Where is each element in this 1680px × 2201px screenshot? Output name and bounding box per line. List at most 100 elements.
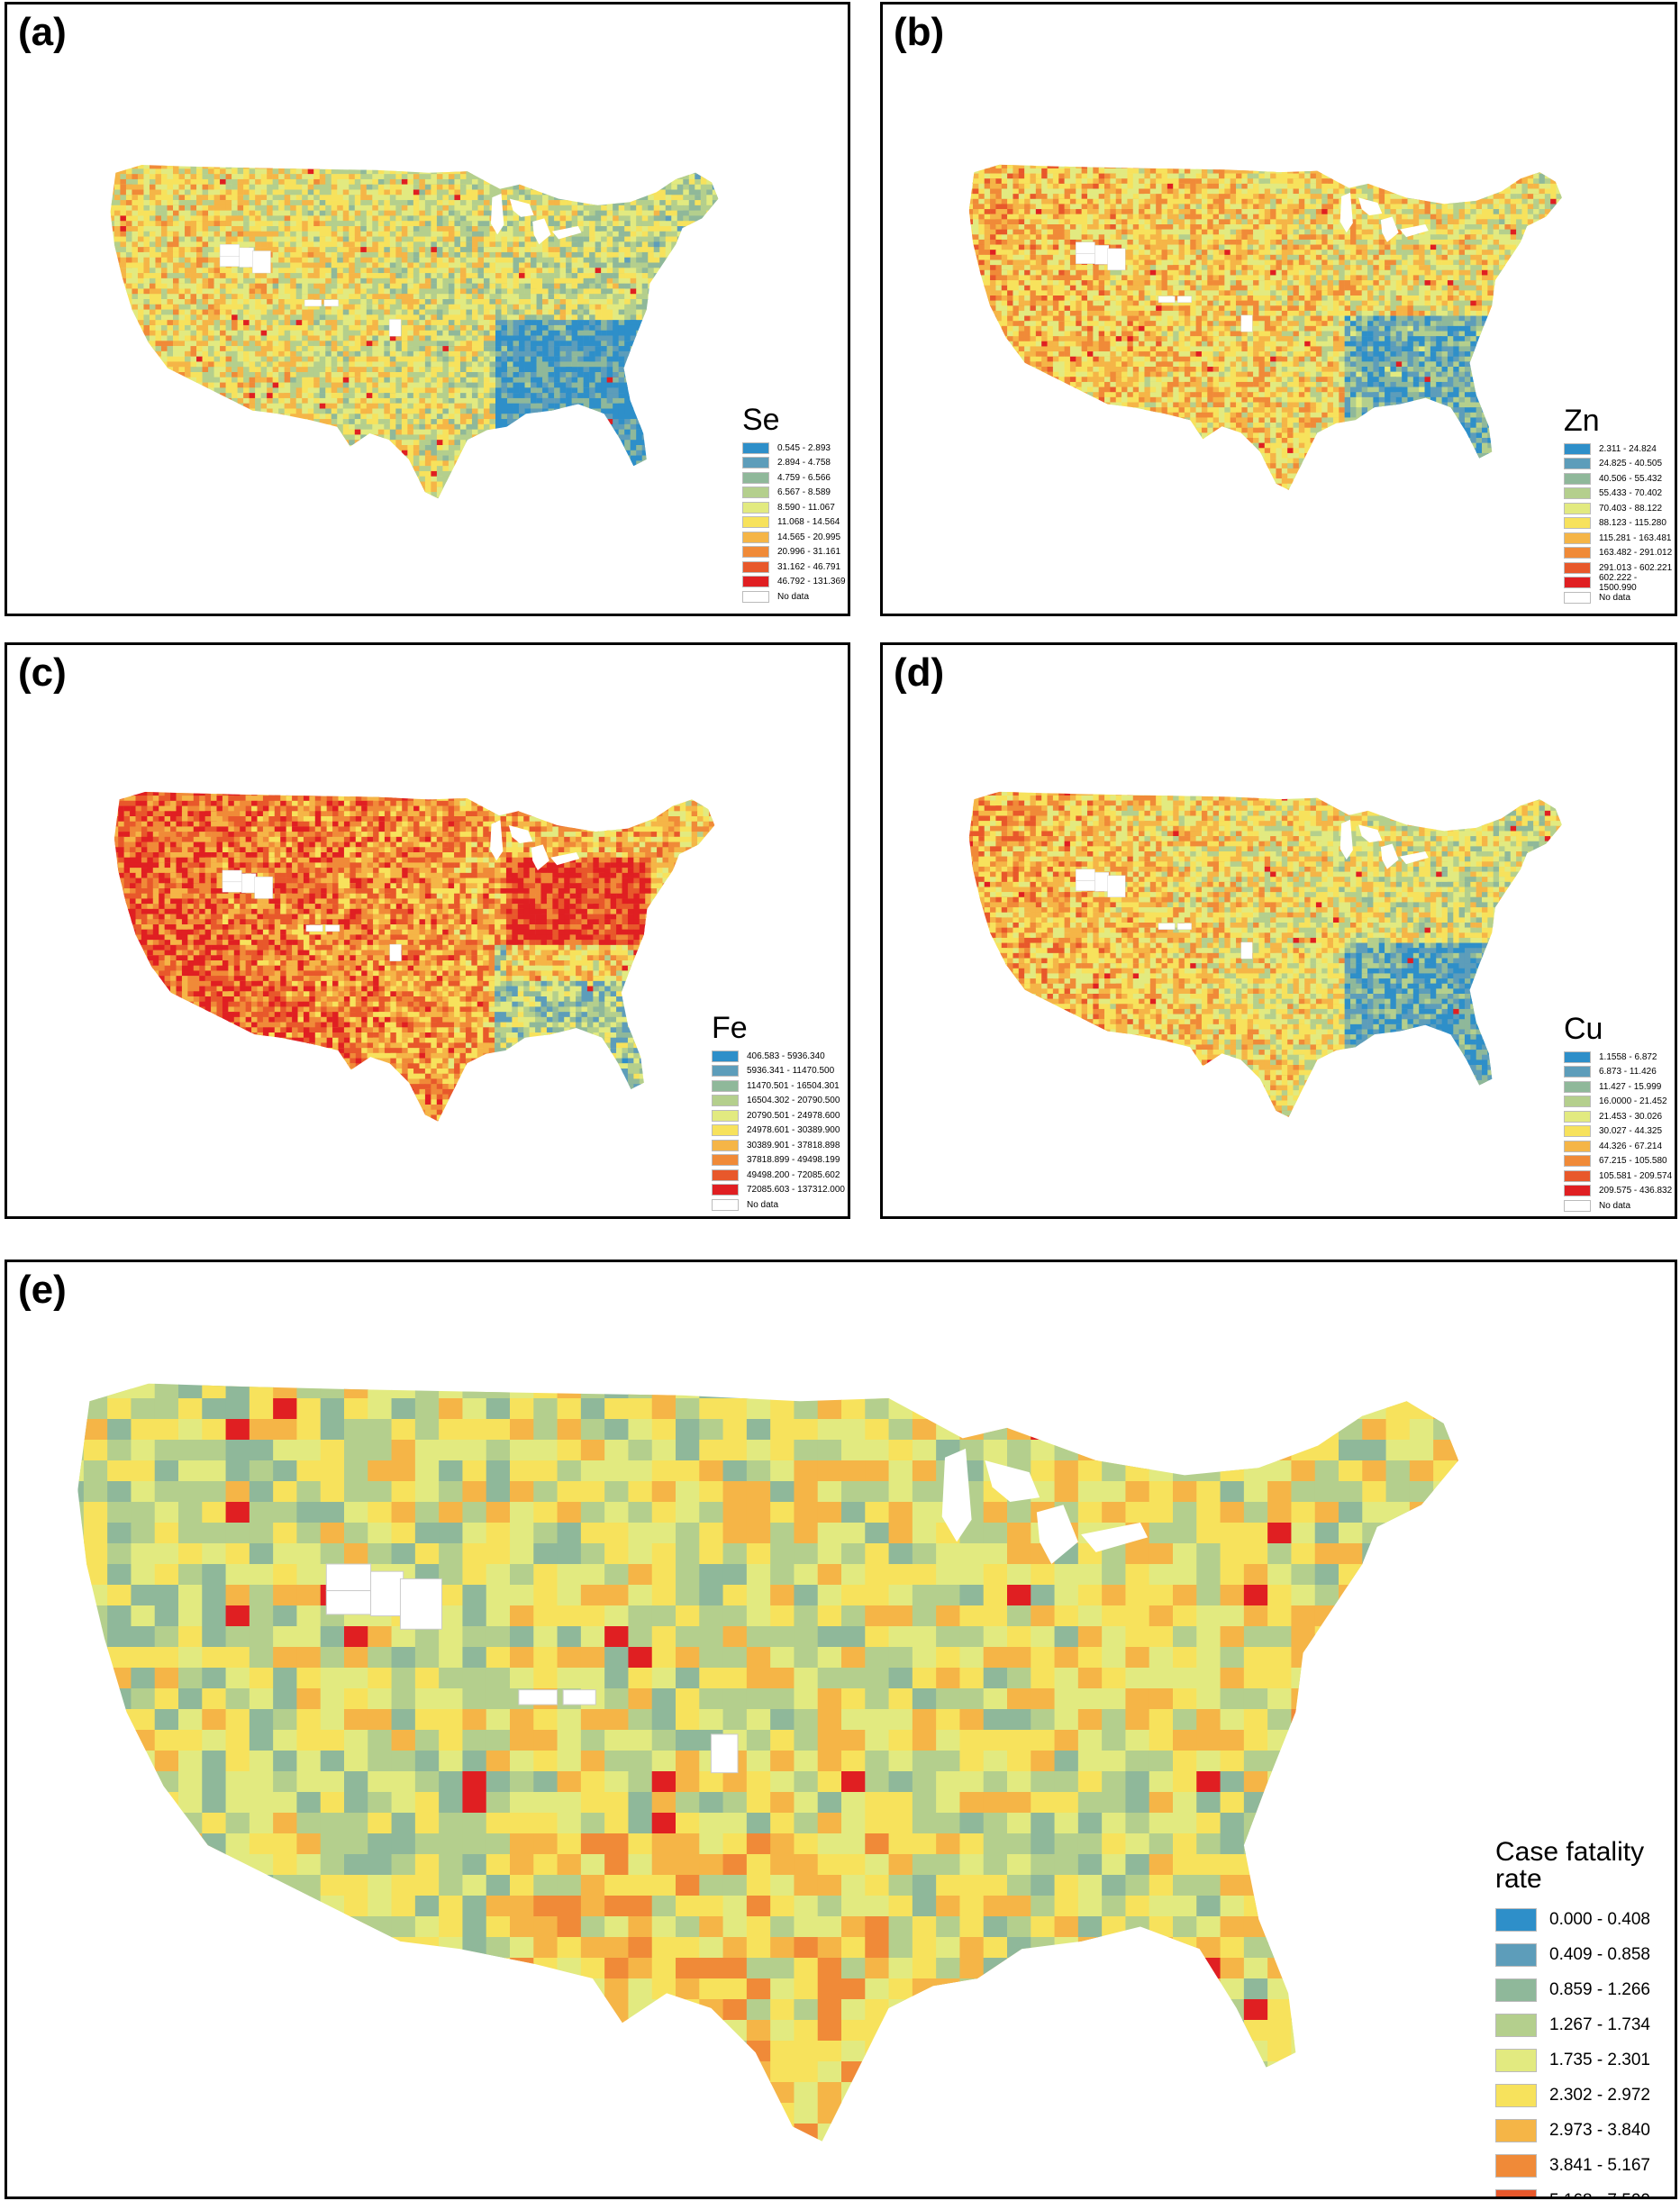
legend-label: 6.873 - 11.426 — [1599, 1067, 1657, 1077]
legend-item: 1.267 - 1.734 — [1495, 2007, 1675, 2042]
panel-c: (c) Fe 406.583 - 5936.340 5936.341 - 1147… — [5, 642, 850, 1219]
great-lake — [550, 852, 580, 866]
no-data-area — [1107, 248, 1126, 270]
legend-item: 24.825 - 40.505 — [1564, 457, 1675, 472]
legend-label: 105.581 - 209.574 — [1599, 1171, 1672, 1181]
legend-item: 2.311 - 24.824 — [1564, 441, 1675, 457]
legend-item: 4.759 - 6.566 — [742, 470, 846, 486]
legend-label: 2.311 - 24.824 — [1599, 444, 1657, 454]
legend-swatch — [1564, 1155, 1591, 1168]
legend-item: No data — [1564, 590, 1675, 605]
legend-swatch — [742, 576, 769, 588]
legend-item: 88.123 - 115.280 — [1564, 516, 1675, 532]
no-data-area — [219, 256, 240, 268]
great-lake — [490, 820, 504, 861]
legend-swatch — [1495, 1942, 1537, 1967]
legend-label: 8.590 - 11.067 — [777, 503, 835, 513]
legend-item: 163.482 - 291.012 — [1564, 546, 1675, 561]
county-cells — [114, 791, 715, 1122]
legend-label: 30389.901 - 37818.898 — [747, 1141, 840, 1151]
legend-swatch — [1564, 442, 1591, 455]
legend-swatch — [1495, 1907, 1537, 1932]
us-county-map-se — [110, 165, 719, 499]
legend-label: 24.825 - 40.505 — [1599, 459, 1662, 468]
legend-swatch — [742, 560, 769, 573]
no-data-area — [241, 873, 257, 894]
legend-item: 5.168 - 7.500 — [1495, 2183, 1675, 2196]
legend-swatch — [712, 1124, 739, 1137]
legend-label: 209.575 - 436.832 — [1599, 1186, 1672, 1196]
panel-label: (e) — [18, 1268, 67, 1313]
legend-label: 4.759 - 6.566 — [777, 473, 831, 483]
great-lake — [1081, 1523, 1149, 1552]
no-data-area — [219, 244, 240, 257]
legend-swatch — [742, 531, 769, 543]
us-county-map-cu — [968, 791, 1562, 1117]
no-data-area — [389, 943, 402, 961]
legend-swatch — [712, 1079, 739, 1092]
legend-label: 0.000 - 0.408 — [1549, 1910, 1650, 1930]
no-data-area — [325, 1563, 372, 1592]
legend-item: 55.433 - 70.402 — [1564, 487, 1675, 502]
legend-item: 11.068 - 14.564 — [742, 515, 846, 531]
legend-swatch — [1564, 502, 1591, 514]
legend-label: 30.027 - 44.325 — [1599, 1126, 1662, 1136]
legend-title: Zn — [1564, 405, 1675, 436]
legend-label: 70.403 - 88.122 — [1599, 504, 1662, 514]
panel-e: (e) Case fatality rate 0.000 - 0.408 0.40… — [5, 1260, 1677, 2199]
legend-item: 21.453 - 30.026 — [1564, 1109, 1672, 1124]
legend-swatch — [1564, 1066, 1591, 1078]
legend-item: 105.581 - 209.574 — [1564, 1169, 1672, 1184]
legend-swatch — [742, 590, 769, 603]
great-lake — [1339, 192, 1353, 233]
legend-title: Fe — [712, 1013, 845, 1043]
no-data-area — [1094, 245, 1110, 265]
great-lake — [1400, 224, 1429, 238]
legend-item: 0.545 - 2.893 — [742, 441, 846, 456]
legend-fe: Fe 406.583 - 5936.340 5936.341 - 11470.50… — [712, 1013, 845, 1213]
no-data-area — [1240, 314, 1253, 332]
legend-swatch — [1564, 472, 1591, 485]
legend-label: 1.267 - 1.734 — [1549, 2015, 1650, 2035]
legend-label: 49498.200 - 72085.602 — [747, 1170, 840, 1180]
legend-case-fatality: Case fatality rate 0.000 - 0.408 0.409 - … — [1495, 1839, 1675, 2196]
legend-label: 406.583 - 5936.340 — [747, 1051, 825, 1061]
great-lake — [532, 218, 551, 245]
legend-swatch — [1495, 2153, 1537, 2178]
legend-title: Se — [742, 405, 846, 435]
legend-swatch — [742, 516, 769, 529]
us-county-map-fe — [114, 791, 715, 1122]
legend-item: 1.1558 - 6.872 — [1564, 1050, 1672, 1065]
no-data-area — [1076, 253, 1095, 264]
legend-swatch — [1564, 1169, 1591, 1182]
legend-swatch — [712, 1065, 739, 1078]
legend-label: 11.068 - 14.564 — [777, 517, 840, 527]
legend-swatch — [1495, 1978, 1537, 2002]
legend-swatch — [1495, 2083, 1537, 2107]
no-data-area — [323, 299, 339, 307]
legend-swatch — [712, 1198, 739, 1211]
legend-swatch — [1564, 561, 1591, 574]
legend-swatch — [1564, 1199, 1591, 1212]
legend-swatch — [712, 1095, 739, 1107]
great-lake — [490, 193, 504, 235]
panel-label: (c) — [18, 650, 67, 696]
legend-swatch — [712, 1139, 739, 1151]
no-data-area — [252, 250, 271, 274]
legend-item: 30389.901 - 37818.898 — [712, 1138, 845, 1153]
great-lake — [985, 1460, 1040, 1502]
legend-label: 40.506 - 55.432 — [1599, 474, 1662, 484]
legend-item: 20.996 - 31.161 — [742, 545, 846, 560]
legend-label: 55.433 - 70.402 — [1599, 488, 1662, 498]
no-data-area — [518, 1689, 558, 1705]
no-data-area — [304, 299, 322, 307]
legend-swatch — [1564, 1050, 1591, 1063]
legend-item: 0.000 - 0.408 — [1495, 1902, 1675, 1937]
legend-label: 11470.501 - 16504.301 — [747, 1081, 840, 1091]
legend-swatch — [1564, 532, 1591, 544]
legend-item: 2.973 - 3.840 — [1495, 2113, 1675, 2148]
no-data-area — [1240, 941, 1253, 960]
legend-item: 602.222 - 1500.990 — [1564, 573, 1675, 593]
no-data-area — [1176, 296, 1192, 303]
no-data-area — [1076, 241, 1095, 254]
